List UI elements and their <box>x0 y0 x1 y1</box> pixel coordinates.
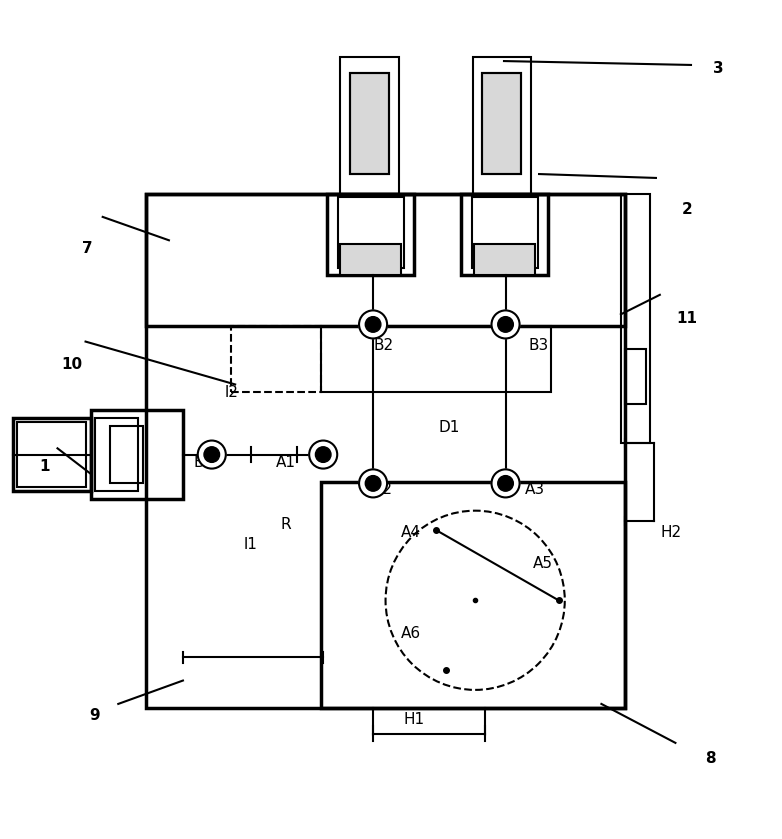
Bar <box>350 73 389 174</box>
Text: A4: A4 <box>400 525 421 540</box>
Bar <box>321 326 551 392</box>
Text: A2: A2 <box>373 482 393 498</box>
Circle shape <box>359 469 387 498</box>
Bar <box>231 326 321 392</box>
Bar <box>350 73 389 174</box>
Circle shape <box>498 476 513 491</box>
Text: 11: 11 <box>676 310 698 326</box>
Bar <box>145 194 625 708</box>
Bar <box>110 425 143 483</box>
Circle shape <box>492 310 519 338</box>
Bar <box>95 418 138 491</box>
Circle shape <box>204 447 220 462</box>
Text: D1: D1 <box>439 420 460 435</box>
Circle shape <box>198 440 226 469</box>
Bar <box>475 244 535 275</box>
Bar <box>625 349 646 404</box>
Bar <box>482 73 521 174</box>
Bar <box>321 482 625 708</box>
Text: R: R <box>281 517 291 532</box>
Bar <box>621 194 651 443</box>
Bar <box>91 410 183 499</box>
Bar <box>461 194 548 275</box>
Bar <box>338 197 404 268</box>
Text: A1: A1 <box>276 455 296 470</box>
Circle shape <box>309 440 337 469</box>
Text: l1: l1 <box>244 537 258 552</box>
Circle shape <box>498 316 513 332</box>
Text: l2: l2 <box>224 385 239 399</box>
Circle shape <box>359 310 387 338</box>
Text: 1: 1 <box>39 459 49 474</box>
Text: H1: H1 <box>404 712 425 727</box>
Bar <box>482 73 521 174</box>
Text: A6: A6 <box>400 626 421 641</box>
Text: B3: B3 <box>529 338 549 353</box>
Text: 8: 8 <box>705 751 716 766</box>
Text: 3: 3 <box>713 61 723 76</box>
Text: A3: A3 <box>525 482 545 498</box>
Bar <box>327 194 414 275</box>
Text: H2: H2 <box>661 525 682 540</box>
Text: 7: 7 <box>82 241 92 256</box>
Bar <box>13 418 91 491</box>
Bar <box>473 57 531 194</box>
Bar <box>340 244 401 275</box>
Text: 10: 10 <box>61 357 82 373</box>
Text: 2: 2 <box>682 201 693 216</box>
Bar <box>17 422 85 487</box>
Bar <box>340 57 399 194</box>
Text: A5: A5 <box>533 556 553 571</box>
Text: 9: 9 <box>90 708 100 723</box>
Text: B1: B1 <box>194 455 214 470</box>
Bar <box>145 194 625 326</box>
Circle shape <box>365 316 381 332</box>
Circle shape <box>492 469 519 498</box>
Circle shape <box>315 447 331 462</box>
Bar <box>472 197 538 268</box>
Text: B2: B2 <box>373 338 393 353</box>
Circle shape <box>365 476 381 491</box>
